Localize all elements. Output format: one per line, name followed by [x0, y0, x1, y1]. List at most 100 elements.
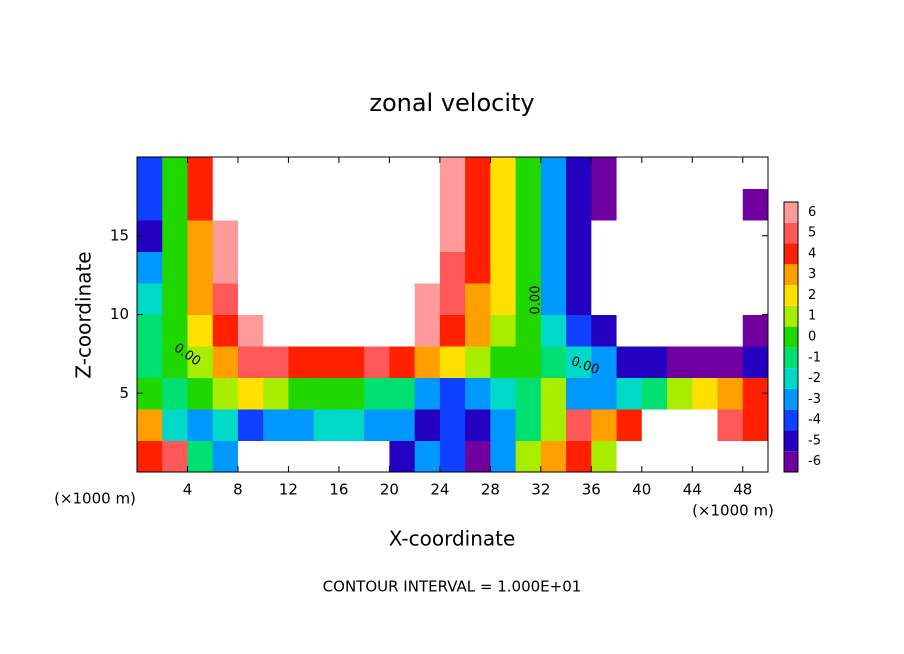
cell: [162, 157, 188, 189]
y-tick-label: 15: [110, 226, 129, 244]
cell: [288, 409, 315, 441]
y-tick-label: 10: [110, 305, 129, 323]
cell: [616, 440, 643, 473]
cell: [616, 409, 643, 441]
cell: [591, 346, 618, 378]
y-axis-label: Z-coordinate: [72, 251, 96, 378]
cell: [692, 251, 719, 284]
cell: [313, 251, 340, 284]
cell: [263, 283, 289, 315]
cell: [288, 346, 315, 378]
cell: [717, 409, 744, 441]
colorbar-swatch: [784, 264, 798, 286]
cell: [237, 314, 264, 347]
cell: [439, 314, 466, 347]
cell: [591, 157, 618, 189]
cell: [364, 220, 390, 252]
cell: [162, 346, 188, 378]
cell: [414, 409, 441, 441]
colorbar-frame: [783, 201, 799, 473]
cell: [641, 157, 668, 189]
x-tick-label: 28: [481, 481, 500, 499]
cell: [641, 314, 668, 347]
cell: [212, 314, 239, 347]
cell: [212, 283, 239, 315]
cell: [717, 346, 744, 378]
cell: [742, 440, 769, 473]
cell: [338, 377, 365, 410]
x-tick-label: 8: [233, 481, 243, 499]
cell: [540, 314, 567, 347]
colorbar-label: -3: [808, 392, 821, 407]
cell: [717, 283, 744, 315]
cell: [717, 251, 744, 284]
cell: [566, 409, 592, 441]
cell: [515, 157, 542, 189]
cell: [187, 157, 214, 189]
cell: [515, 377, 542, 410]
cell: [288, 157, 315, 189]
cell: [515, 220, 542, 252]
cell: [389, 157, 416, 189]
cell: [288, 440, 315, 473]
cell: [591, 409, 618, 441]
cell: [212, 251, 239, 284]
cell: [540, 220, 567, 252]
cell: [616, 220, 643, 252]
cell: [137, 440, 163, 473]
cell: [667, 440, 693, 473]
cell: [515, 409, 542, 441]
x-tick-label: 4: [183, 481, 193, 499]
cell: [389, 440, 416, 473]
cell: [439, 346, 466, 378]
cell: [313, 157, 340, 189]
x-tick-label: 48: [733, 481, 752, 499]
cell: [338, 157, 365, 189]
cell: [742, 409, 769, 441]
cell: [439, 283, 466, 315]
cell: [692, 188, 719, 221]
cell: [490, 220, 517, 252]
cell: [237, 251, 264, 284]
cell: [364, 440, 390, 473]
colorbar-swatch: [784, 451, 798, 472]
cell: [692, 283, 719, 315]
cell: [540, 188, 567, 221]
cell: [591, 440, 618, 473]
cell: [641, 220, 668, 252]
cell: [667, 346, 693, 378]
cell: [515, 251, 542, 284]
cell: [490, 283, 517, 315]
cell: [263, 409, 289, 441]
cell: [288, 377, 315, 410]
cell: [515, 440, 542, 473]
cell: [364, 188, 390, 221]
x-tick-label: 12: [279, 481, 298, 499]
cell: [338, 283, 365, 315]
cell: [162, 251, 188, 284]
cell: [187, 220, 214, 252]
cell: [742, 346, 769, 378]
cell: [540, 283, 567, 315]
colorbar-swatch: [784, 368, 798, 389]
cell: [540, 440, 567, 473]
contour-label: 0.00: [529, 286, 544, 315]
cell: [414, 377, 441, 410]
cell: [742, 188, 769, 221]
cell: [137, 188, 163, 221]
cell: [490, 346, 517, 378]
y-tick-label: 5: [119, 384, 129, 402]
cell: [237, 157, 264, 189]
cell: [566, 157, 592, 189]
cell: [490, 251, 517, 284]
cell: [338, 440, 365, 473]
colorbar-label: -4: [808, 413, 821, 428]
cell: [667, 283, 693, 315]
cell: [364, 409, 390, 441]
cell: [313, 440, 340, 473]
cell: [414, 251, 441, 284]
cell: [263, 346, 289, 378]
cell: [465, 377, 491, 410]
cell: [288, 314, 315, 347]
cell: [667, 377, 693, 410]
